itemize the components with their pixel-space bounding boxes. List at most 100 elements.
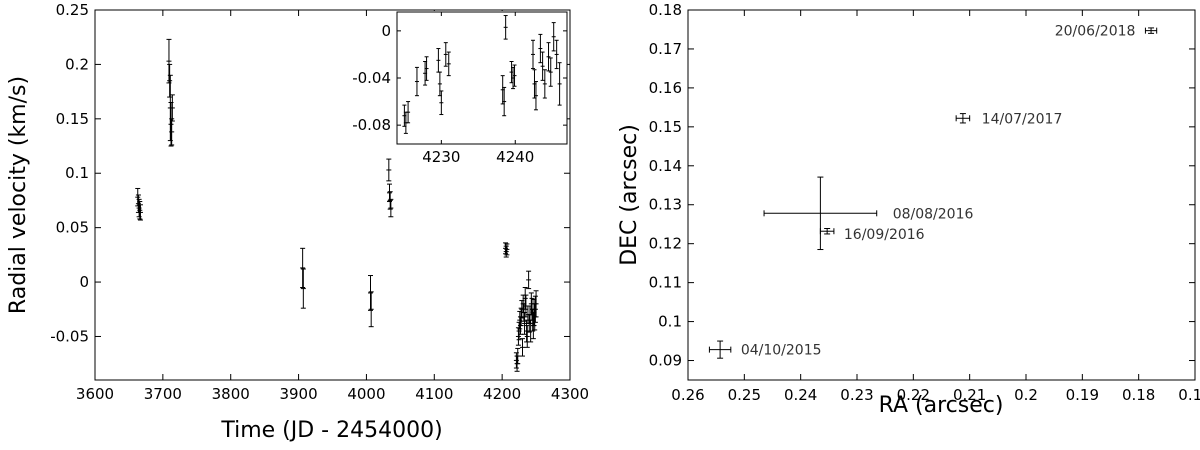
inset-axis-ticks: 4230 4240 -0.08 -0.04 0 <box>352 12 567 166</box>
rv-point <box>533 290 539 318</box>
inset-point <box>533 81 538 111</box>
astrometry-x-tick-label: 0.25 <box>728 386 761 404</box>
astrometry-x-tick-label: 0.24 <box>784 386 817 404</box>
astrometry-plot-frame <box>687 9 1196 381</box>
rv-point <box>368 275 373 311</box>
inset-point <box>439 90 444 116</box>
astrometry-point <box>1144 27 1158 34</box>
rv-x-tick-label: 4000 <box>347 385 385 403</box>
rv-point <box>520 338 525 357</box>
inset-point <box>414 66 419 97</box>
inset-point <box>546 42 551 72</box>
astrometry-y-tick-label: 0.14 <box>649 157 682 175</box>
rv-point <box>300 247 306 288</box>
rv-point <box>137 204 143 221</box>
inset-point <box>443 42 448 67</box>
inset-point <box>557 62 562 106</box>
rv-data-points <box>135 38 539 372</box>
astrometry-point <box>708 340 732 359</box>
rv-point <box>368 291 374 328</box>
astrometry-x-tick-label: 0.18 <box>1122 386 1155 404</box>
rv-x-tick-label: 3900 <box>279 385 317 403</box>
inset-point <box>538 33 543 64</box>
rv-point <box>300 268 306 309</box>
astrometry-y-tick-label: 0.13 <box>649 196 682 214</box>
inset-x-tick-label: 4240 <box>496 148 534 166</box>
rv-y-tick-label: 0.25 <box>56 1 89 19</box>
rv-point <box>387 183 392 203</box>
astrometry-y-axis-label: DEC (arcsec) <box>617 124 642 266</box>
rv-point <box>503 245 509 258</box>
astrometry-point-label: 08/08/2016 <box>893 206 974 222</box>
astrometry-axis-ticks: 0.26 0.25 0.24 0.23 0.22 0.21 0.2 0.19 0.18 0.17 0… <box>649 1 1200 404</box>
rv-point <box>515 347 521 365</box>
rv-time-chart: 3600 3700 3800 3900 4000 4100 4200 4300 -0.05 0 0.… <box>6 1 589 443</box>
astrometry-data-points: 04/10/2015 08/08/2016 16/09/2016 14/07/2017… <box>708 24 1158 359</box>
rv-x-tick-label: 3800 <box>212 385 250 403</box>
rv-y-tick-label: 0.15 <box>56 110 89 128</box>
astrometry-point <box>763 176 878 251</box>
inset-point <box>406 101 411 124</box>
rv-y-tick-label: 0.2 <box>65 55 89 73</box>
inset-point <box>509 61 514 84</box>
astrometry-point-label: 16/09/2016 <box>844 227 925 243</box>
rv-point <box>167 63 173 98</box>
astrometry-chart: 0.26 0.25 0.24 0.23 0.22 0.21 0.2 0.19 0.18 0.17 0… <box>617 1 1200 418</box>
rv-y-tick-label: 0.1 <box>65 164 89 182</box>
rv-x-tick-label: 4300 <box>551 385 589 403</box>
astrometry-x-tick-label: 0.19 <box>1066 386 1099 404</box>
astrometry-y-tick-label: 0.1 <box>658 313 682 331</box>
inset-point <box>554 39 559 70</box>
rv-y-tick-label: 0 <box>79 273 89 291</box>
astrometry-x-tick-label: 0.22 <box>897 386 930 404</box>
inset-point <box>512 64 517 87</box>
inset-point <box>540 51 545 81</box>
inset-background <box>395 11 567 144</box>
inset-point <box>531 39 535 70</box>
inset-point <box>551 22 556 52</box>
inset-point <box>542 69 547 99</box>
rv-point <box>169 94 175 122</box>
rv-x-tick-label: 4200 <box>483 385 521 403</box>
astrometry-x-tick-label: 0.21 <box>953 386 986 404</box>
rv-axis-ticks: 3600 3700 3800 3900 4000 4100 4200 4300 -0.05 0 0.… <box>50 1 589 403</box>
astrometry-point <box>819 227 835 235</box>
rv-point <box>387 191 393 210</box>
astrometry-y-tick-label: 0.15 <box>649 118 682 136</box>
rv-point <box>169 118 175 146</box>
rv-inset-chart: 4230 4240 -0.08 -0.04 0 <box>352 11 568 166</box>
rv-point <box>388 198 394 218</box>
astrometry-point <box>955 113 971 124</box>
astrometry-y-tick-label: 0.11 <box>649 274 682 292</box>
inset-point <box>446 51 451 77</box>
rv-x-tick-label: 3700 <box>144 385 182 403</box>
rv-x-tick-label: 4100 <box>415 385 453 403</box>
astrometry-point-label: 04/10/2015 <box>741 343 822 359</box>
astrometry-x-tick-label: 0.26 <box>671 386 704 404</box>
astrometry-y-tick-label: 0.17 <box>649 40 682 58</box>
astrometry-x-tick-label: 0.17 <box>1178 386 1200 404</box>
inset-y-tick-label: -0.04 <box>352 69 391 87</box>
astrometry-y-tick-label: 0.16 <box>649 79 682 97</box>
rv-y-tick-label: 0.05 <box>56 219 89 237</box>
rv-point <box>532 295 538 323</box>
inset-point <box>424 56 429 81</box>
astrometry-point-label: 14/07/2017 <box>982 111 1063 127</box>
rv-x-tick-label: 3600 <box>76 385 114 403</box>
inset-x-tick-label: 4230 <box>422 148 460 166</box>
astrometry-y-tick-label: 0.18 <box>649 1 682 19</box>
inset-point <box>437 71 442 97</box>
rv-point <box>526 270 532 290</box>
inset-y-tick-label: 0 <box>381 22 391 40</box>
astrometry-x-tick-label: 0.2 <box>1014 386 1038 404</box>
rv-x-axis-label: Time (JD - 2454000) <box>220 418 442 443</box>
inset-point <box>503 15 508 40</box>
rv-plot-frame <box>94 9 571 381</box>
rv-y-tick-label: -0.05 <box>50 327 89 345</box>
astrometry-y-tick-label: 0.09 <box>649 352 682 370</box>
inset-point <box>548 57 553 87</box>
astrometry-x-tick-label: 0.23 <box>840 386 873 404</box>
astrometry-x-axis-label: RA (arcsec) <box>879 393 1004 418</box>
rv-point <box>386 158 392 182</box>
